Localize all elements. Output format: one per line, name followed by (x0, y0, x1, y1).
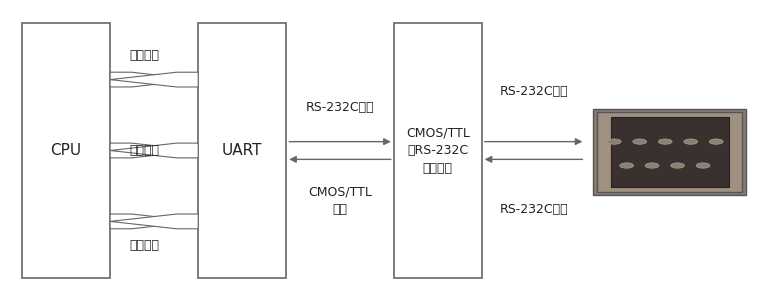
Text: 数据总线: 数据总线 (130, 49, 160, 63)
Bar (198, 23, 286, 278)
Bar (597, 112, 743, 192)
Circle shape (709, 139, 723, 144)
Text: CPU: CPU (50, 143, 82, 158)
Text: 控制总线: 控制总线 (130, 238, 160, 252)
Text: CMOS/TTL
与RS-232C
电平转换: CMOS/TTL 与RS-232C 电平转换 (406, 126, 469, 175)
Circle shape (696, 163, 710, 168)
Circle shape (684, 139, 698, 144)
Circle shape (659, 139, 672, 144)
Text: 地址总线: 地址总线 (130, 144, 160, 157)
Polygon shape (110, 143, 198, 158)
Bar (394, 23, 482, 278)
Polygon shape (110, 72, 198, 87)
Circle shape (645, 163, 659, 168)
Bar (22, 23, 110, 278)
Circle shape (620, 163, 634, 168)
Polygon shape (110, 214, 198, 229)
Text: RS-232C信号: RS-232C信号 (499, 85, 568, 98)
Circle shape (608, 139, 621, 144)
Text: RS-232C信号: RS-232C信号 (306, 101, 374, 114)
Text: UART: UART (222, 143, 262, 158)
Bar (611, 117, 729, 187)
Polygon shape (110, 214, 198, 229)
Circle shape (633, 139, 647, 144)
Polygon shape (110, 72, 198, 87)
Polygon shape (593, 109, 747, 195)
Polygon shape (110, 143, 198, 158)
Text: RS-232C电平: RS-232C电平 (499, 203, 568, 216)
Text: CMOS/TTL
电平: CMOS/TTL 电平 (308, 185, 372, 216)
Circle shape (671, 163, 685, 168)
